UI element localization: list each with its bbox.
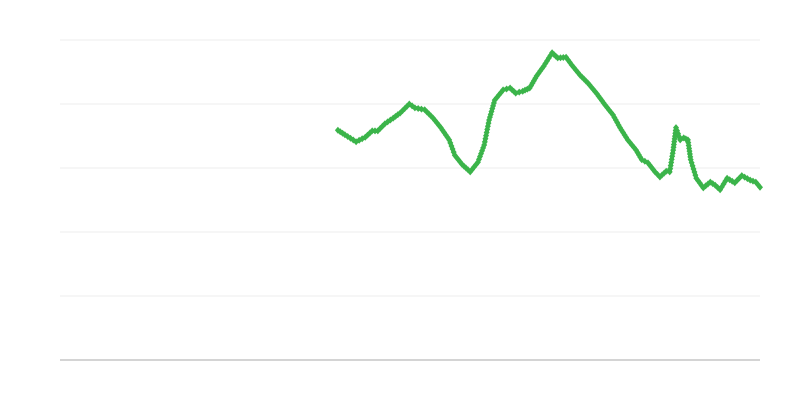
series xyxy=(334,49,763,194)
data-point-marker xyxy=(540,62,547,70)
series-line xyxy=(336,50,762,192)
grid xyxy=(60,39,760,297)
data-point-marker xyxy=(757,183,763,191)
data-point-marker xyxy=(377,125,384,133)
